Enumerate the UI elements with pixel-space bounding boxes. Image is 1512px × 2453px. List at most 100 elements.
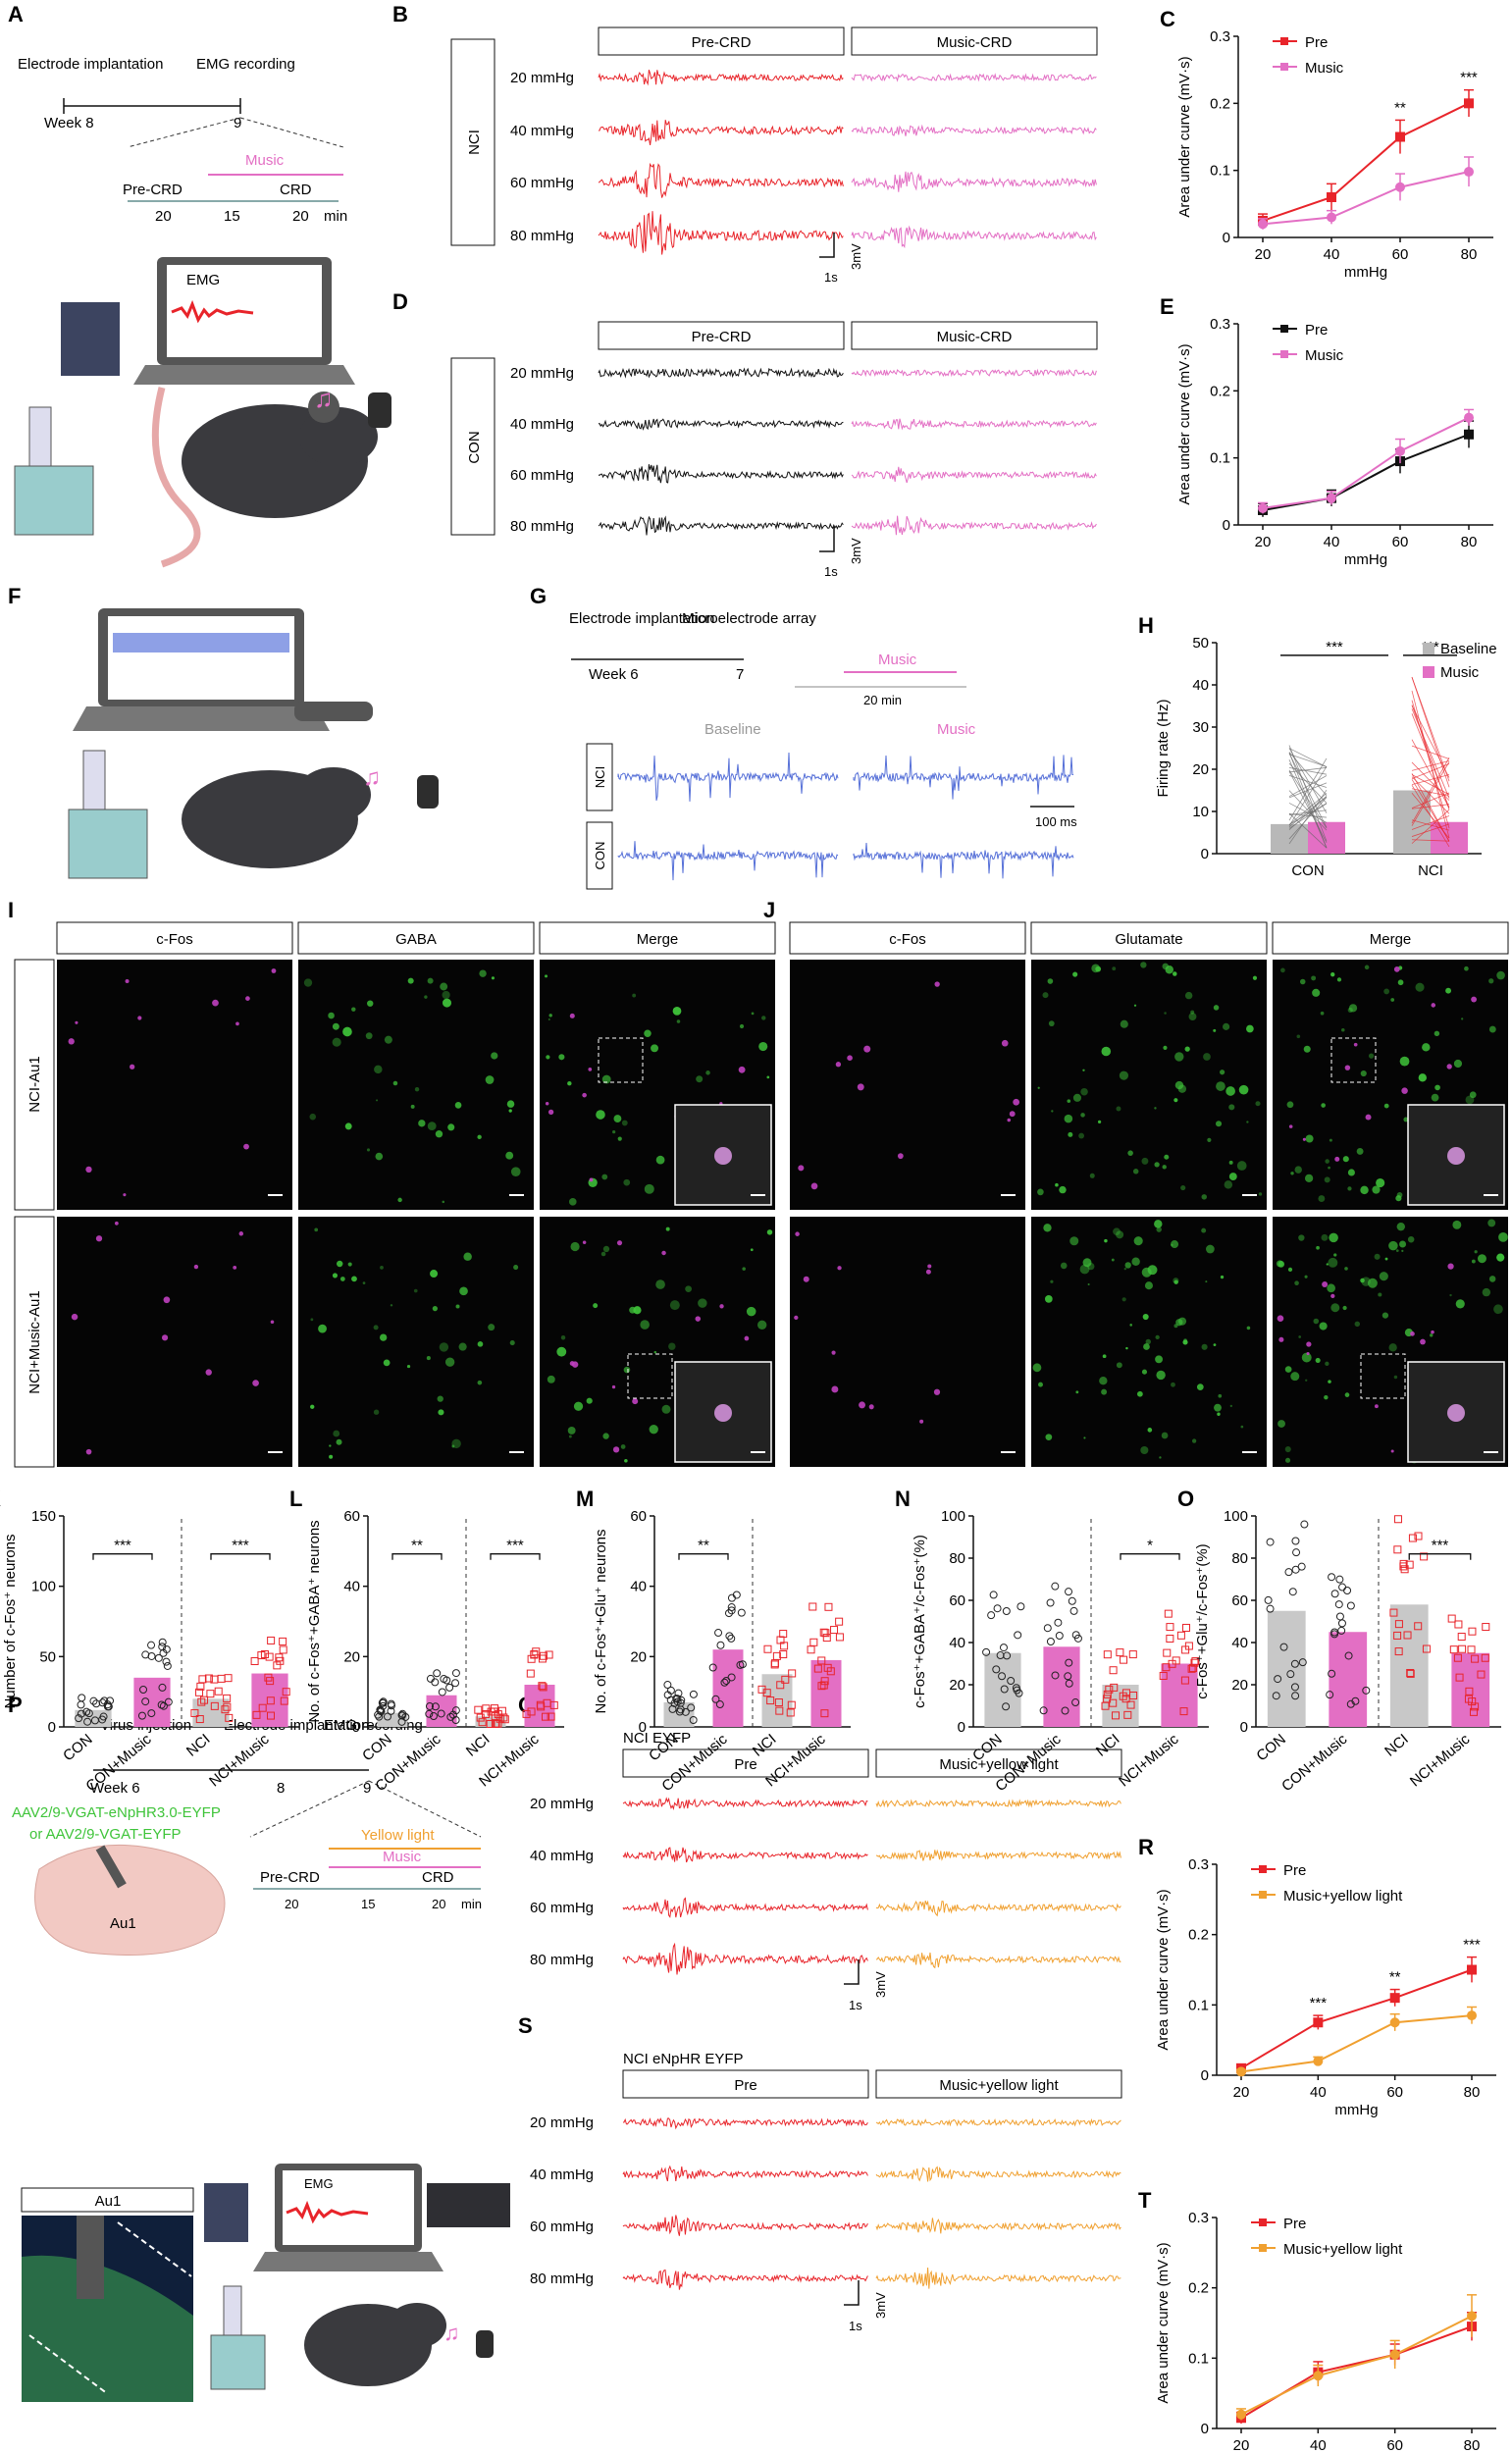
green-cell bbox=[365, 1032, 373, 1040]
green-cell bbox=[696, 1075, 704, 1083]
timeline-week: Week 6 bbox=[90, 1780, 140, 1797]
paired-line bbox=[1288, 790, 1328, 831]
data-point bbox=[987, 1611, 996, 1620]
green-cell bbox=[1396, 1222, 1406, 1231]
data-point bbox=[1471, 1654, 1480, 1663]
green-cell bbox=[1116, 1362, 1122, 1369]
data-point bbox=[1313, 2017, 1324, 2028]
y-tick-label: 60 bbox=[949, 1592, 965, 1609]
green-cell bbox=[318, 1324, 327, 1333]
data-point bbox=[383, 1712, 391, 1721]
data-point bbox=[1000, 1685, 1009, 1694]
cfos-cell bbox=[1302, 1137, 1306, 1141]
green-cell bbox=[491, 1052, 498, 1060]
green-cell bbox=[698, 1298, 707, 1308]
green-cell bbox=[332, 1273, 339, 1279]
col-label-s2: Music+yellow light bbox=[939, 2077, 1059, 2094]
data-point bbox=[1389, 2017, 1400, 2028]
traces-s bbox=[622, 2117, 1121, 2306]
green-cell bbox=[1119, 1070, 1128, 1080]
cfos-cell bbox=[1278, 1336, 1284, 1342]
green-cell bbox=[328, 1012, 335, 1019]
protocol-duration: 20 min bbox=[863, 693, 902, 707]
emg-trace-right bbox=[851, 515, 1097, 536]
data-point bbox=[1300, 1520, 1309, 1529]
data-point bbox=[195, 1688, 204, 1696]
green-cell bbox=[1348, 1004, 1358, 1013]
green-cell bbox=[1303, 1045, 1311, 1053]
green-cell bbox=[1183, 1338, 1187, 1343]
green-cell bbox=[379, 1333, 388, 1341]
green-cell bbox=[570, 1241, 580, 1252]
protocol-pre: Pre-CRD bbox=[123, 182, 182, 198]
data-point bbox=[1007, 1677, 1016, 1686]
green-cell bbox=[459, 1286, 468, 1296]
protocol-crd: CRD bbox=[422, 1869, 454, 1886]
green-cell bbox=[669, 1300, 680, 1311]
data-point bbox=[736, 1660, 745, 1669]
cfos-cell bbox=[831, 1350, 836, 1355]
paired-line bbox=[1288, 796, 1328, 828]
paired-line bbox=[1411, 763, 1450, 780]
panel-letter-g: G bbox=[530, 584, 547, 608]
green-cell bbox=[1493, 1304, 1503, 1315]
bar bbox=[1329, 1632, 1368, 1727]
data-point bbox=[539, 1683, 547, 1692]
green-cell bbox=[380, 1266, 384, 1270]
data-point bbox=[725, 1632, 734, 1641]
data-point bbox=[1119, 1692, 1127, 1700]
green-cell bbox=[1324, 1176, 1330, 1183]
data-point bbox=[1164, 1609, 1173, 1618]
data-point bbox=[1408, 1534, 1417, 1542]
green-cell bbox=[676, 1019, 681, 1023]
protocol-unit: min bbox=[324, 208, 347, 225]
data-point bbox=[786, 1708, 795, 1717]
green-cell bbox=[661, 1404, 671, 1414]
significance-label: *** bbox=[1310, 1995, 1328, 2011]
cfos-cell bbox=[794, 1315, 799, 1321]
data-point bbox=[1457, 1633, 1466, 1642]
green-cell bbox=[1140, 1445, 1149, 1455]
barostat-base bbox=[210, 2334, 266, 2390]
green-cell bbox=[1464, 966, 1469, 971]
data-point bbox=[500, 1715, 509, 1724]
data-point bbox=[1406, 1668, 1415, 1677]
data-point bbox=[1467, 1964, 1477, 1975]
green-cell bbox=[1082, 1258, 1092, 1268]
green-cell bbox=[1220, 1275, 1225, 1279]
cfos-cell bbox=[1288, 1124, 1293, 1128]
series-line bbox=[1240, 2325, 1473, 2420]
x-axis-label: mmHg bbox=[1344, 264, 1387, 281]
histology-header bbox=[21, 2187, 194, 2213]
x-tick-label: 40 bbox=[1310, 2084, 1327, 2101]
x-axis-label: mmHg bbox=[1334, 2102, 1378, 2118]
paired-line bbox=[1411, 823, 1450, 837]
data-point bbox=[1334, 1600, 1343, 1609]
data-point bbox=[250, 1657, 259, 1666]
green-cell bbox=[454, 1102, 462, 1109]
row-label-d: 20 mmHg bbox=[510, 365, 574, 382]
x-tick-label: 60 bbox=[1386, 2084, 1403, 2101]
data-point bbox=[217, 1674, 226, 1683]
y-tick-label: 80 bbox=[949, 1550, 965, 1567]
y-tick-label: 150 bbox=[31, 1508, 56, 1525]
protocol-t1: 20 bbox=[155, 208, 172, 225]
green-cell bbox=[1329, 1232, 1338, 1243]
green-cell bbox=[1087, 1282, 1090, 1286]
cfos-cell bbox=[71, 1313, 78, 1321]
y-axis-label: Firing rate (Hz) bbox=[1155, 699, 1172, 797]
green-cell bbox=[410, 1104, 415, 1109]
green-cell bbox=[685, 1285, 692, 1293]
cfos-cell bbox=[163, 1296, 171, 1304]
data-point bbox=[147, 1641, 156, 1649]
green-cell bbox=[1364, 965, 1370, 970]
cfos-cell bbox=[588, 1067, 593, 1071]
data-point bbox=[539, 1651, 547, 1660]
data-point bbox=[1046, 1638, 1055, 1646]
data-point bbox=[787, 1700, 796, 1709]
data-point bbox=[1395, 131, 1405, 142]
data-point bbox=[210, 1701, 219, 1710]
green-cell bbox=[439, 1342, 449, 1352]
data-point bbox=[522, 1709, 531, 1718]
zoom-line bbox=[368, 1780, 482, 1838]
